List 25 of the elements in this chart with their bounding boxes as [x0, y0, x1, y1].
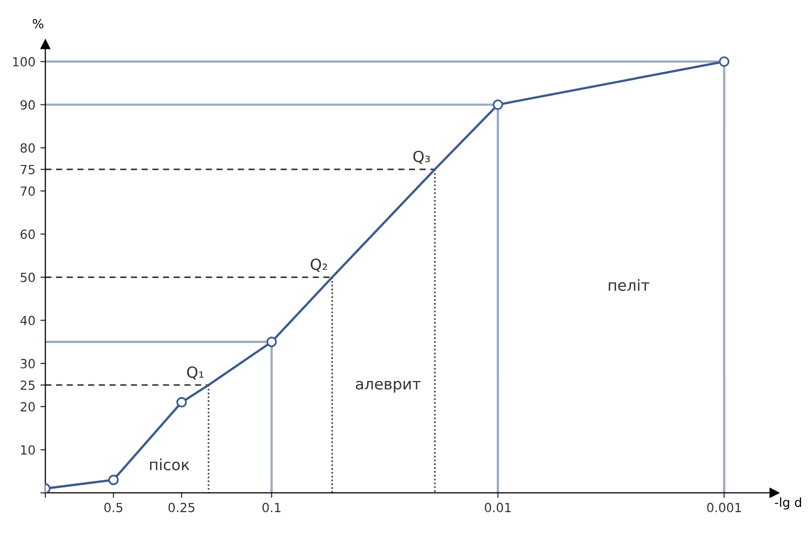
y-tick-label: 100 [13, 57, 35, 66]
y-tick-label: 80 [20, 143, 35, 153]
y-tick-label: 60 [20, 230, 35, 239]
annotation: пеліт [608, 279, 650, 291]
x-tick-label: 0.5 [104, 502, 122, 512]
x-tick-label: 0.01 [484, 502, 511, 512]
annotation: пісок [150, 458, 190, 470]
y-tick-label: 75 [20, 165, 35, 174]
x-tick-label: 0.001 [707, 502, 741, 512]
x-tick-label: 0.1 [262, 502, 280, 512]
x-axis-title: -lg d [774, 497, 802, 510]
y-tick-label: 25 [20, 380, 35, 390]
y-tick-label: 70 [20, 186, 35, 196]
y-tick-label: 30 [20, 358, 35, 368]
annotation: алеврит [356, 380, 421, 393]
y-tick-label: 40 [20, 316, 35, 326]
y-tick-label: 90 [20, 100, 35, 110]
annotation: Q₁ [187, 366, 204, 380]
y-axis-title: % [32, 18, 44, 28]
x-tick-label: 0.25 [168, 502, 194, 512]
y-tick-label: 20 [20, 402, 35, 412]
y-tick-label: 10 [21, 445, 35, 455]
y-tick-label: 50 [20, 272, 35, 282]
annotation: Q₃ [413, 150, 430, 164]
annotation: Q₂ [310, 258, 328, 272]
